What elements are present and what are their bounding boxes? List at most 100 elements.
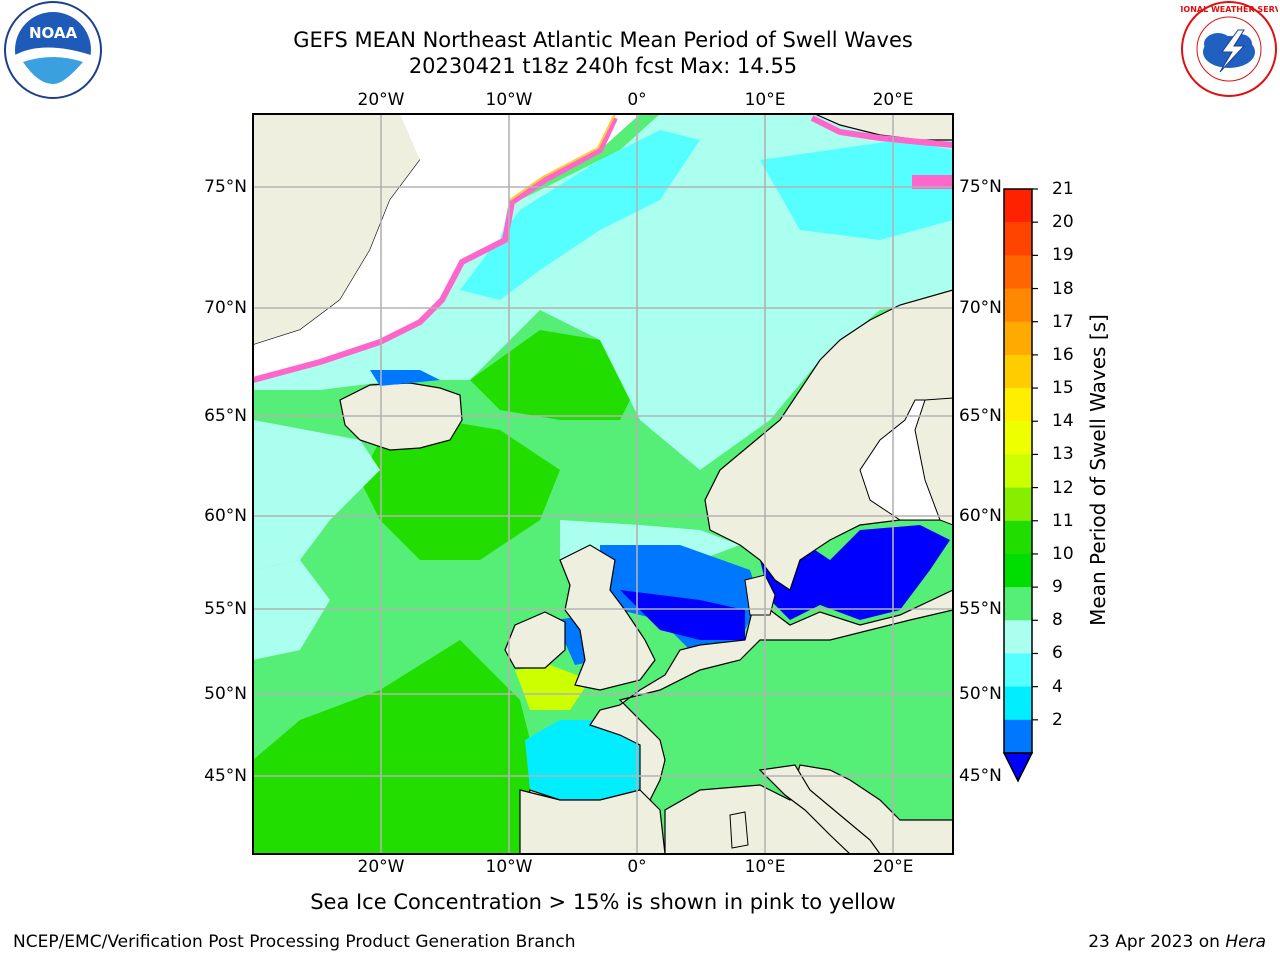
lat-label-left: 60°N	[204, 506, 247, 526]
colorbar-tick-label: 16	[1052, 344, 1074, 365]
ocean-darkblue-northsea	[620, 590, 745, 640]
lon-label-bottom: 20°E	[872, 857, 914, 877]
sea-ice-edge-greenland-yellow	[509, 114, 616, 201]
colorbar-tick-label: 4	[1052, 676, 1063, 697]
lat-label-right: 70°N	[959, 298, 1002, 318]
lat-label-right: 75°N	[959, 177, 1002, 197]
colorbar-tick-label: 15	[1052, 378, 1074, 399]
land-sardinia	[729, 811, 749, 849]
nws-logo-text: NATIONAL WEATHER SERVICE	[1180, 5, 1278, 14]
lat-label-right: 65°N	[959, 406, 1002, 426]
lon-label-bottom: 0°	[627, 857, 647, 877]
colorbar-tick-label: 14	[1052, 411, 1074, 432]
lat-label-right: 55°N	[959, 599, 1002, 619]
sea-ice-note: Sea Ice Concentration > 15% is shown in …	[310, 890, 896, 914]
colorbar-tick-label: 12	[1052, 477, 1074, 498]
colorbar-segment	[1004, 587, 1032, 621]
land-iberia	[519, 789, 666, 854]
lon-label-bottom: 10°W	[485, 857, 533, 877]
colorbar-tick-label: 17	[1052, 311, 1074, 332]
colorbar-segment	[1004, 653, 1032, 688]
nws-logo: NATIONAL WEATHER SERVICE	[1180, 1, 1278, 97]
ocean-lightcyan-west2	[253, 560, 330, 660]
colorbar-segment	[1004, 255, 1032, 290]
sea-ice-edge-greenland	[253, 116, 618, 383]
lat-label-left: 45°N	[204, 766, 247, 786]
colorbar-tick-label: 11	[1052, 510, 1074, 531]
colorbar-tick-label: 21	[1052, 179, 1074, 199]
colorbar-segment	[1004, 719, 1032, 754]
ocean-green-north	[470, 330, 640, 420]
map-gridlines	[253, 114, 953, 854]
colorbar-tick-label: 18	[1052, 278, 1074, 299]
colorbar-extend-arrow	[1002, 752, 1034, 783]
footer-date: 23 Apr 2023 on Hera	[1088, 932, 1266, 952]
lat-label-left: 50°N	[204, 684, 247, 704]
map-title: GEFS MEAN Northeast Atlantic Mean Period…	[293, 28, 913, 52]
ocean-cyan-north2	[460, 130, 700, 300]
colorbar-segment	[1004, 189, 1032, 223]
lon-label-top: 0°	[627, 90, 647, 110]
map-frame	[252, 113, 954, 855]
lat-label-left: 70°N	[204, 298, 247, 318]
colorbar-segment	[1004, 620, 1032, 654]
land-scandinavia	[704, 289, 953, 591]
noaa-logo: NOAA	[4, 1, 102, 99]
colorbar-segment	[1004, 686, 1032, 721]
colorbar-segment	[1004, 487, 1032, 522]
colorbar-segment	[1004, 288, 1032, 323]
colorbar-tick-label: 19	[1052, 245, 1074, 266]
noaa-logo-text: NOAA	[29, 24, 78, 42]
lon-label-top: 10°W	[485, 90, 533, 110]
lat-label-right: 45°N	[959, 766, 1002, 786]
lon-label-bottom: 10°E	[744, 857, 786, 877]
colorbar-tick-label: 6	[1052, 643, 1063, 664]
lat-label-left: 65°N	[204, 406, 247, 426]
lon-label-top: 10°E	[744, 90, 786, 110]
map-subtitle: 20230421 t18z 240h fcst Max: 14.55	[408, 54, 798, 78]
sea-ice-barents	[912, 175, 953, 189]
ocean-lightcyan-west	[253, 420, 380, 570]
ocean-cyan-north3	[760, 140, 953, 240]
colorbar-frame	[1003, 188, 1033, 754]
footer-host: Hera	[1225, 932, 1266, 952]
colorbar-tick-label: 9	[1052, 577, 1063, 598]
lon-label-bottom: 20°W	[357, 857, 405, 877]
colorbar-segment	[1004, 354, 1032, 389]
lat-label-left: 75°N	[204, 177, 247, 197]
ocean-yellow-celtic	[515, 665, 590, 710]
colorbar-segment	[1004, 321, 1032, 356]
lat-label-left: 55°N	[204, 599, 247, 619]
land-italy	[758, 764, 881, 854]
footer-credit: NCEP/EMC/Verification Post Processing Pr…	[13, 932, 576, 952]
sea-ice-edge-barents	[810, 115, 953, 148]
colorbar-tick-label: 10	[1052, 543, 1074, 564]
ocean-cyan-biscay	[525, 720, 640, 800]
colorbar-segment	[1004, 553, 1032, 588]
ocean-cyan-north	[253, 114, 953, 470]
land-ireland	[504, 611, 566, 669]
lat-label-right: 50°N	[959, 684, 1002, 704]
sea-ice-greenland	[253, 114, 640, 380]
colorbar-segment	[1004, 520, 1032, 555]
ocean-blue-iceland	[370, 370, 440, 386]
lon-label-top: 20°E	[872, 90, 914, 110]
colorbar-segment	[1004, 421, 1032, 455]
lat-label-right: 60°N	[959, 506, 1002, 526]
ocean-green-mid	[360, 420, 560, 560]
colorbar-segment	[1004, 388, 1032, 422]
land-europe	[519, 589, 953, 854]
colorbar-segment	[1004, 222, 1032, 256]
colorbar-segment	[1004, 454, 1032, 489]
lon-label-top: 20°W	[357, 90, 405, 110]
land-finland	[914, 397, 953, 526]
colorbar-tick-label: 2	[1052, 709, 1063, 730]
colorbar-tick-label: 8	[1052, 610, 1063, 631]
colorbar-tick-label: 13	[1052, 444, 1074, 465]
footer-date-text: 23 Apr 2023 on	[1088, 932, 1226, 952]
colorbar-tick-label: 20	[1052, 212, 1074, 233]
colorbar-title: Mean Period of Swell Waves [s]	[1086, 314, 1110, 626]
land-great-britain	[559, 544, 656, 691]
